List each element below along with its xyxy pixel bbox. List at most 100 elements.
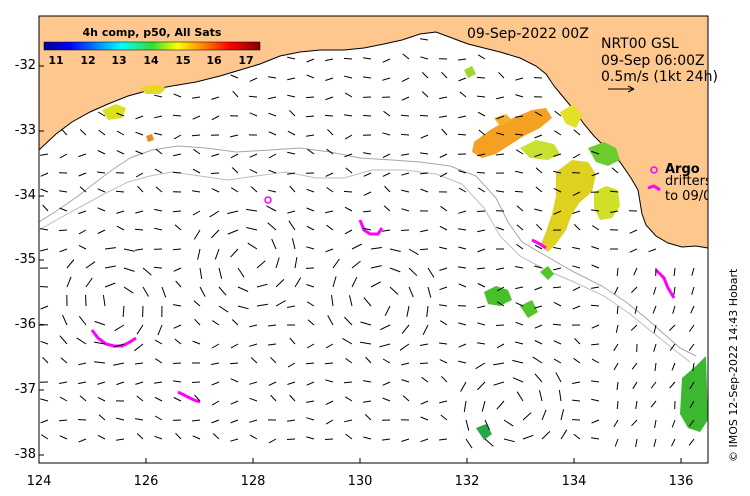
current-vector — [552, 286, 562, 289]
current-vector — [484, 419, 490, 431]
current-vector — [573, 129, 581, 136]
colorbar-title: 4h comp, p50, All Sats — [82, 26, 222, 39]
current-vector — [402, 53, 410, 60]
current-vector — [476, 267, 486, 270]
current-vector — [307, 148, 315, 155]
current-vector — [496, 400, 505, 410]
sst-patch-green-3 — [520, 300, 538, 318]
current-vector — [59, 207, 68, 212]
current-vector — [653, 343, 657, 352]
current-vector — [211, 115, 220, 121]
current-vector — [439, 438, 448, 441]
current-vector — [135, 150, 144, 155]
current-vector — [555, 372, 562, 383]
current-vector — [379, 343, 391, 348]
current-vector — [115, 190, 125, 193]
current-vector — [553, 340, 562, 345]
current-vector — [591, 209, 600, 212]
current-vector — [688, 324, 695, 332]
current-vector — [673, 286, 676, 295]
current-vector — [420, 343, 429, 346]
current-vector — [173, 324, 182, 329]
current-vector — [572, 246, 581, 250]
current-vector — [40, 398, 49, 402]
current-vector — [441, 128, 448, 136]
sst-patch-warm — [472, 108, 552, 158]
current-vector — [289, 337, 296, 345]
map-frame — [38, 15, 709, 464]
current-vector — [66, 259, 75, 269]
current-vector — [102, 295, 106, 307]
current-vector — [154, 94, 163, 98]
current-vector — [458, 360, 467, 364]
current-vector — [191, 381, 201, 383]
current-vector — [287, 94, 296, 98]
current-vector — [363, 76, 372, 79]
current-vector — [406, 305, 410, 317]
current-vector — [306, 225, 315, 231]
current-vector — [157, 324, 163, 336]
argo-legend-line2: to 09/09 12Z — [665, 189, 708, 204]
current-vector — [327, 128, 334, 136]
current-vector — [289, 109, 296, 117]
current-vector — [154, 168, 163, 174]
current-vector — [572, 381, 581, 384]
current-vector — [591, 358, 600, 364]
current-vector — [172, 362, 182, 364]
current-vector — [440, 414, 448, 421]
argo-track — [177, 390, 201, 404]
current-vector — [535, 167, 543, 174]
current-vector — [249, 434, 258, 440]
current-vector — [246, 227, 258, 231]
current-vector — [230, 400, 239, 405]
current-vector — [477, 381, 486, 391]
axis-ticks — [38, 65, 682, 463]
current-vector — [458, 115, 467, 119]
current-vector — [192, 435, 201, 440]
current-vector — [237, 305, 249, 310]
current-vector — [42, 356, 49, 364]
current-vector — [591, 264, 600, 269]
current-vector — [400, 229, 410, 231]
current-vector — [554, 130, 562, 136]
current-vector — [360, 321, 372, 326]
current-vector — [59, 435, 68, 440]
current-vector — [325, 379, 334, 383]
current-vector — [515, 133, 524, 136]
current-vector — [477, 248, 486, 253]
current-vector — [692, 362, 695, 371]
current-vector — [439, 342, 448, 345]
shelf-contour — [38, 145, 697, 357]
current-vector — [135, 131, 144, 136]
current-vector — [363, 172, 372, 177]
current-vector — [211, 400, 220, 406]
current-vector — [123, 248, 135, 252]
current-vector — [496, 267, 505, 271]
current-vector — [116, 150, 125, 155]
current-vector — [382, 58, 391, 63]
current-vector — [78, 438, 87, 443]
current-vector — [616, 400, 619, 410]
current-vector — [591, 150, 600, 155]
current-vector — [344, 153, 353, 158]
current-vector — [477, 187, 486, 193]
current-vector — [154, 208, 163, 212]
current-vector — [613, 419, 619, 428]
current-vector — [463, 400, 467, 412]
current-vector — [383, 205, 391, 212]
current-vector — [58, 419, 68, 422]
argo-track — [654, 268, 676, 299]
current-vector — [345, 433, 353, 440]
argo-legend-marker — [650, 166, 658, 174]
current-vector — [59, 381, 68, 384]
current-vector — [420, 416, 429, 421]
current-vector — [591, 419, 600, 424]
current-vector — [458, 322, 467, 326]
current-vector — [400, 114, 410, 117]
current-vector — [610, 210, 619, 213]
current-vector — [439, 96, 448, 100]
current-vector — [634, 305, 638, 314]
current-vector — [363, 436, 372, 440]
current-vector — [631, 362, 638, 370]
current-vector — [441, 71, 448, 79]
